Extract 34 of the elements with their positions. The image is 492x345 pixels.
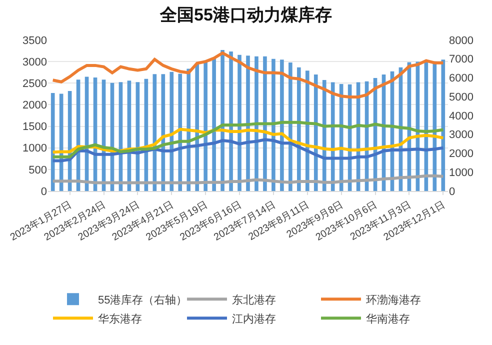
bar	[195, 64, 199, 191]
bar	[50, 93, 55, 191]
y2-tick-label: 1000	[449, 166, 474, 179]
y2-tick-label: 6000	[449, 72, 474, 85]
chart-title: 全国55港口动力煤库存	[159, 6, 332, 25]
bar	[229, 52, 233, 191]
y-tick-label: 1500	[22, 121, 47, 134]
y2-tick-label: 0	[449, 186, 456, 198]
y-tick-label: 500	[28, 164, 47, 176]
legend-label: 东北港存	[232, 293, 276, 306]
y-tick-label: 1000	[22, 142, 47, 155]
line-series	[51, 174, 445, 184]
bar	[212, 58, 216, 191]
y2-tick-label: 7000	[449, 54, 474, 66]
legend-label: 55港库存（右轴）	[98, 293, 188, 306]
bar	[178, 74, 182, 191]
y-tick-label: 2000	[22, 100, 47, 112]
y2-tick-label: 3000	[449, 129, 474, 142]
y2-tick-label: 5000	[449, 91, 474, 104]
line-series	[51, 120, 445, 158]
y2-tick-label: 2000	[449, 148, 474, 160]
legend-label: 华东港存	[98, 312, 142, 326]
legend-label: 江内港存	[232, 312, 276, 326]
legend-label: 华南港存	[366, 312, 410, 326]
line-series	[51, 51, 445, 98]
line-series	[51, 138, 445, 162]
y-tick-label: 3500	[22, 34, 47, 47]
y-tick-label: 3000	[22, 56, 47, 68]
y-tick-label: 2500	[22, 78, 47, 90]
y2-tick-label: 4000	[449, 110, 474, 122]
y2-tick-label: 8000	[449, 34, 474, 47]
y-tick-label: 0	[40, 186, 47, 198]
bar	[441, 60, 446, 191]
legend-label: 环渤海港存	[366, 293, 421, 306]
